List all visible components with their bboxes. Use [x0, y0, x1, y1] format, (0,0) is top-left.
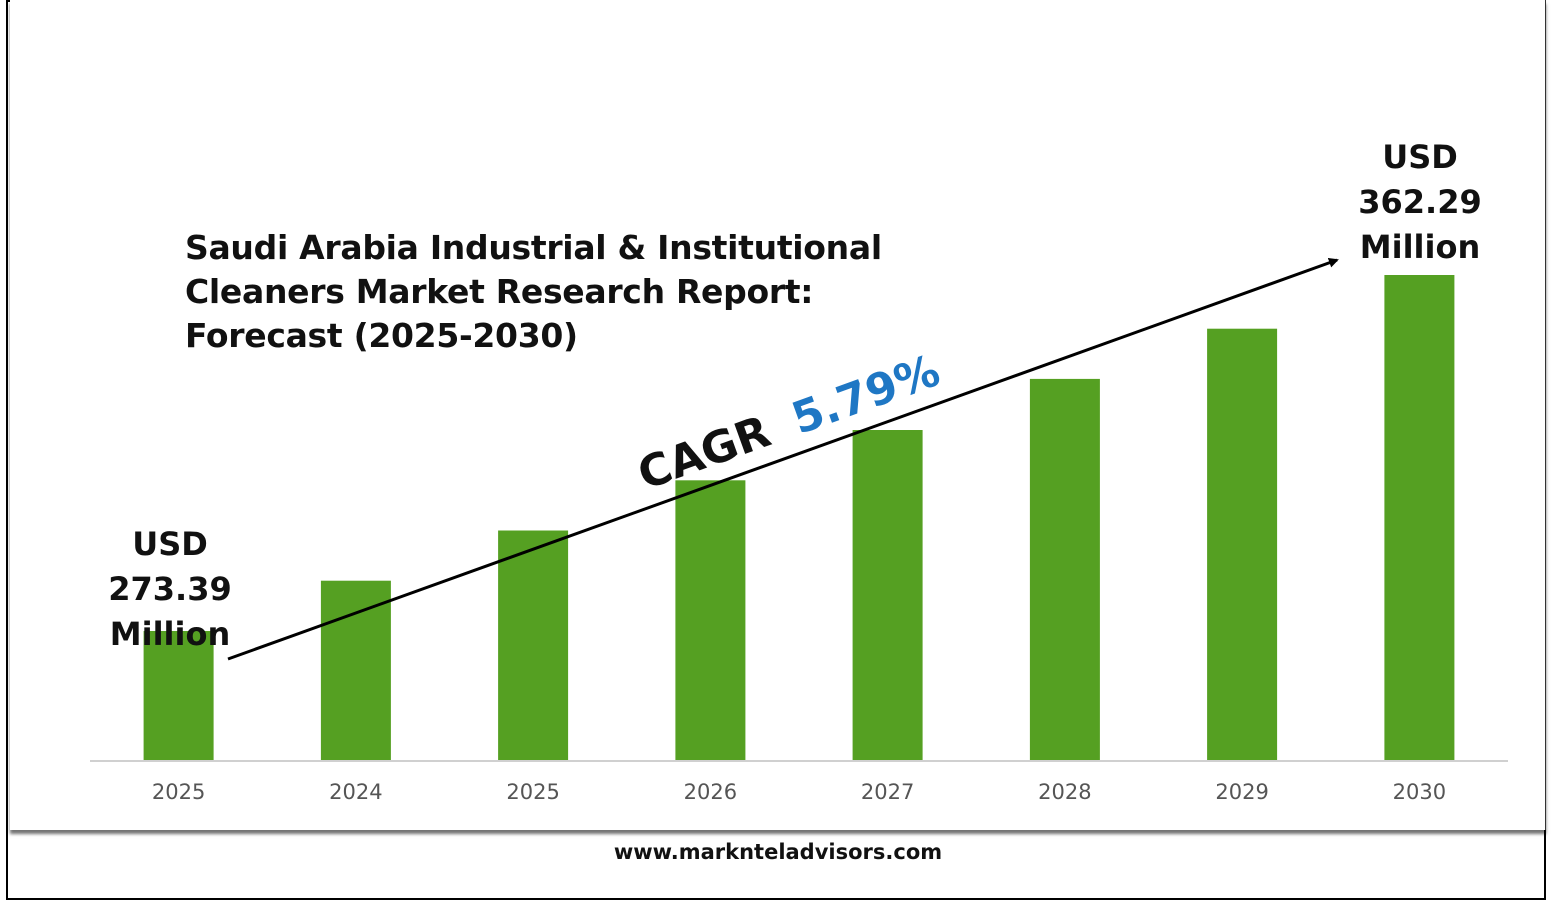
title-line-3: Forecast (2025-2030)	[185, 316, 578, 355]
end-value: 362.29	[1358, 183, 1482, 221]
x-tick-labels: 2025 2024 2025 2026 2027 2028 2029 2030	[152, 780, 1446, 804]
chart-title: Saudi Arabia Industrial & Institutional …	[185, 226, 905, 358]
bar-2	[498, 530, 569, 760]
title-line-1: Saudi Arabia Industrial & Institutional	[185, 228, 882, 267]
bar-7	[1384, 275, 1455, 760]
start-value: 273.39	[108, 570, 232, 608]
bar-6	[1207, 328, 1278, 760]
bar-5	[1029, 378, 1100, 760]
bars-group	[143, 275, 1455, 760]
bar-3	[675, 480, 746, 760]
x-tick-label-5: 2028	[1038, 780, 1091, 804]
x-tick-label-0: 2025	[152, 780, 205, 804]
chart-panel	[10, 0, 1546, 830]
start-unit: Million	[109, 615, 231, 653]
footer-url: www.marknteladvisors.com	[613, 840, 943, 864]
cagr-arrow	[227, 258, 1339, 661]
x-tick-label-3: 2026	[684, 780, 737, 804]
end-currency: USD	[1382, 138, 1458, 176]
end-value-label: USD 362.29 Million	[1345, 135, 1495, 270]
x-tick-label-4: 2027	[861, 780, 914, 804]
x-tick-label-6: 2029	[1215, 780, 1268, 804]
x-tick-label-1: 2024	[329, 780, 382, 804]
bar-4	[852, 430, 923, 760]
bar-0	[143, 631, 214, 760]
bar-1	[320, 580, 391, 760]
end-unit: Million	[1359, 228, 1481, 266]
title-line-2: Cleaners Market Research Report:	[185, 272, 814, 311]
start-value-label: USD 273.39 Million	[95, 522, 245, 657]
x-tick-label-7: 2030	[1393, 780, 1446, 804]
start-currency: USD	[132, 525, 208, 563]
x-tick-label-2: 2025	[506, 780, 559, 804]
